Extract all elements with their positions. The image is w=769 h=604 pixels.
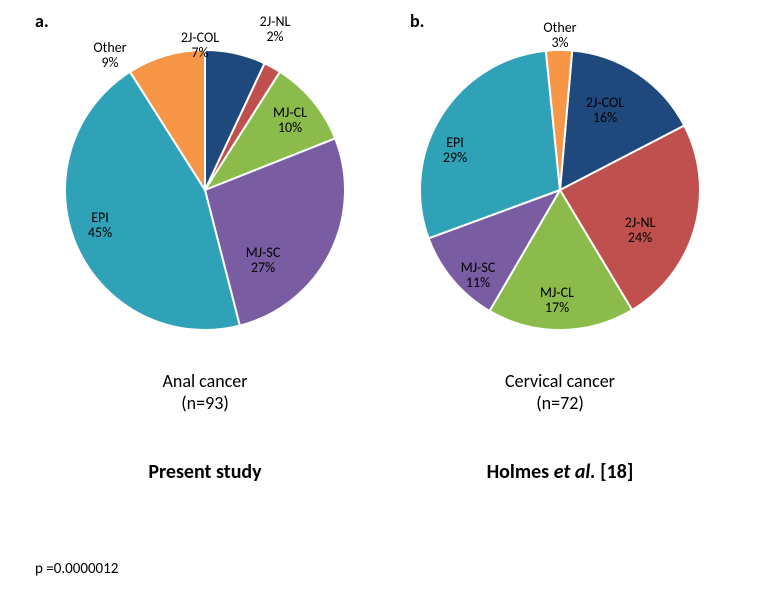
panel-a-caption-line2: (n=93)	[60, 392, 350, 414]
panel-b-title-prefix: Holmes	[487, 460, 554, 484]
panel-b-caption: Cervical cancer (n=72)	[415, 370, 705, 414]
label-b-2j-col: 2J-COL16%	[575, 95, 635, 126]
label-b-2j-nl: 2J-NL24%	[610, 215, 670, 246]
slice-labels-layer: 2J-COL7% 2J-NL2% MJ-CL10% MJ-SC27% EPI45% Oth…	[0, 0, 769, 380]
panel-b-caption-line1: Cervical cancer	[415, 370, 705, 392]
label-b-epi: EPI29%	[425, 135, 485, 166]
panel-a-title: Present study	[60, 460, 350, 484]
panel-a-caption-line1: Anal cancer	[60, 370, 350, 392]
label-b-mj-cl: MJ-CL17%	[527, 285, 587, 316]
label-a-2j-col: 2J-COL7%	[170, 30, 230, 61]
panel-b-caption-line2: (n=72)	[415, 392, 705, 414]
panel-b-title: Holmes et al. [18]	[415, 460, 705, 484]
panel-b-title-suffix: [18]	[596, 460, 634, 484]
label-a-mj-cl: MJ-CL10%	[260, 105, 320, 136]
label-b-other: Other3%	[530, 20, 590, 51]
label-b-mj-sc: MJ-SC11%	[448, 260, 508, 291]
label-a-2j-nl: 2J-NL2%	[245, 14, 305, 45]
panel-b-title-italic: et al.	[554, 460, 596, 484]
panel-a-caption: Anal cancer (n=93)	[60, 370, 350, 414]
label-a-mj-sc: MJ-SC27%	[233, 245, 293, 276]
label-a-epi: EPI45%	[70, 210, 130, 241]
label-a-other: Other9%	[80, 40, 140, 71]
p-value: p =0.0000012	[35, 560, 118, 578]
